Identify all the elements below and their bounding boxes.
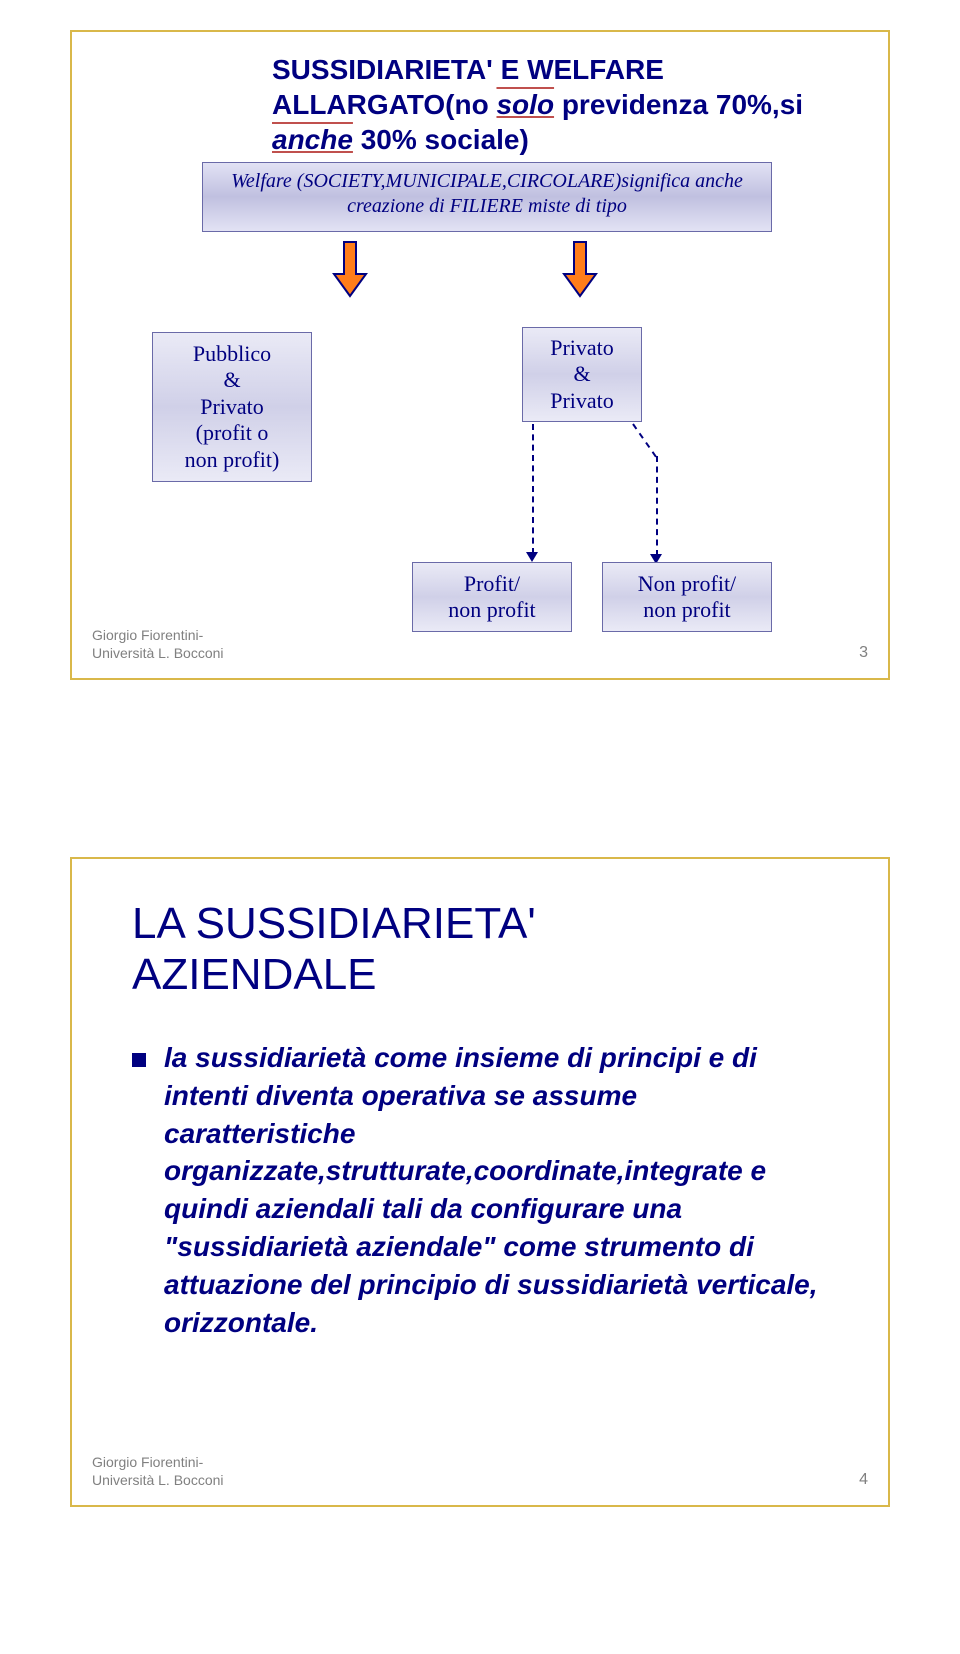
title-line-1: SUSSIDIARIETA' E WELFARE (272, 52, 872, 87)
subbox-line-1: Welfare (SOCIETY,MUNICIPALE,CIRCOLARE)si… (211, 169, 763, 194)
slide-1-page: SUSSIDIARIETA' E WELFARE ALLARGATO(no so… (0, 0, 960, 827)
dash-left (532, 424, 534, 554)
box-pubblico-privato: Pubblico & Privato (profit o non profit) (152, 332, 312, 482)
slide-1-footer-author: Giorgio Fiorentini- Università L. Boccon… (92, 627, 224, 662)
welfare-sub-box: Welfare (SOCIETY,MUNICIPALE,CIRCOLARE)si… (202, 162, 772, 232)
slide-1-title: SUSSIDIARIETA' E WELFARE ALLARGATO(no so… (272, 52, 872, 157)
slide-2-page-number: 4 (859, 1471, 868, 1489)
dash-right-seg2 (656, 456, 658, 556)
arrow-down-left (332, 240, 368, 298)
title-line-2: ALLARGATO(no solo previdenza 70%,si (272, 87, 872, 122)
slide-1-frame: SUSSIDIARIETA' E WELFARE ALLARGATO(no so… (70, 30, 890, 680)
slide-2-body: la sussidiarietà come insieme di princip… (132, 1039, 832, 1341)
box-profit-nonprofit: Profit/ non profit (412, 562, 572, 632)
slide-2-title: LA SUSSIDIARIETA' AZIENDALE (132, 899, 832, 1000)
subbox-line-2: creazione di FILIERE miste di tipo (211, 194, 763, 219)
slide-2-bullet: la sussidiarietà come insieme di princip… (132, 1039, 832, 1341)
dash-right-seg1 (632, 423, 657, 457)
dash-left-arrowhead (526, 552, 538, 562)
slide-1-page-number: 3 (859, 644, 868, 662)
slide-2-frame: LA SUSSIDIARIETA' AZIENDALE la sussidiar… (70, 857, 890, 1507)
arrow-down-right (562, 240, 598, 298)
box-privato-privato: Privato & Privato (522, 327, 642, 422)
box-nonprofit-nonprofit: Non profit/ non profit (602, 562, 772, 632)
slide-2-footer-author: Giorgio Fiorentini- Università L. Boccon… (92, 1454, 224, 1489)
bullet-square-icon (132, 1053, 146, 1067)
title-line-3: anche 30% sociale) (272, 122, 872, 157)
slide-2-body-text: la sussidiarietà come insieme di princip… (164, 1039, 832, 1341)
slide-2-page: LA SUSSIDIARIETA' AZIENDALE la sussidiar… (0, 827, 960, 1654)
